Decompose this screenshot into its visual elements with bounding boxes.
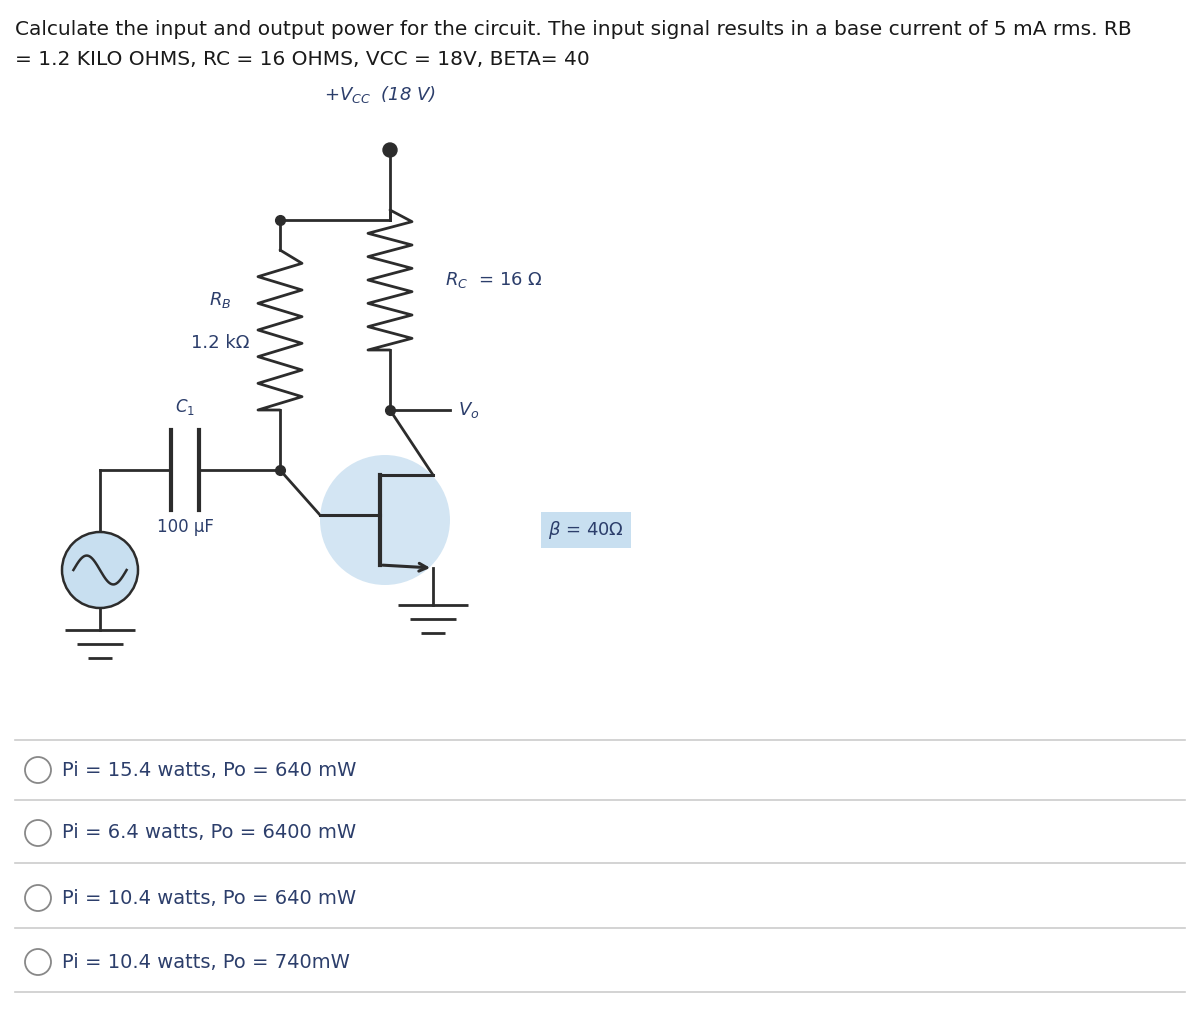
Text: $\beta$ = 40$\Omega$: $\beta$ = 40$\Omega$ xyxy=(548,519,624,541)
Text: Calculate the input and output power for the circuit. The input signal results i: Calculate the input and output power for… xyxy=(14,20,1132,39)
Circle shape xyxy=(320,455,450,585)
Text: Pi = 6.4 watts, Po = 6400 mW: Pi = 6.4 watts, Po = 6400 mW xyxy=(62,824,356,843)
Circle shape xyxy=(25,820,50,846)
Circle shape xyxy=(62,533,138,608)
Text: $R_C$  = 16 Ω: $R_C$ = 16 Ω xyxy=(445,270,542,290)
Text: $V_o$: $V_o$ xyxy=(458,400,480,420)
Circle shape xyxy=(25,757,50,783)
Text: $+V_{CC}$  (18 V): $+V_{CC}$ (18 V) xyxy=(324,84,436,105)
Text: $C_1$: $C_1$ xyxy=(175,397,194,417)
Text: Pi = 10.4 watts, Po = 740mW: Pi = 10.4 watts, Po = 740mW xyxy=(62,953,350,971)
Text: 100 μF: 100 μF xyxy=(156,518,214,536)
Circle shape xyxy=(383,143,397,157)
Text: Pi = 10.4 watts, Po = 640 mW: Pi = 10.4 watts, Po = 640 mW xyxy=(62,889,356,907)
Circle shape xyxy=(25,949,50,975)
Circle shape xyxy=(25,885,50,911)
Text: 1.2 kΩ: 1.2 kΩ xyxy=(191,334,250,352)
Text: = 1.2 KILO OHMS, RC = 16 OHMS, VCC = 18V, BETA= 40: = 1.2 KILO OHMS, RC = 16 OHMS, VCC = 18V… xyxy=(14,50,589,69)
Text: Pi = 15.4 watts, Po = 640 mW: Pi = 15.4 watts, Po = 640 mW xyxy=(62,760,356,780)
Text: $R_B$: $R_B$ xyxy=(209,290,232,310)
